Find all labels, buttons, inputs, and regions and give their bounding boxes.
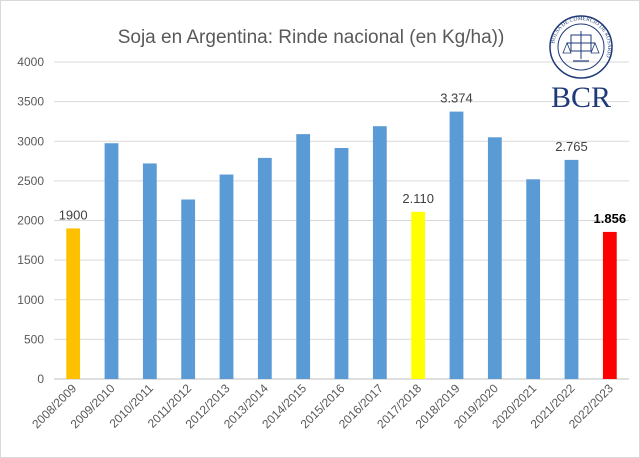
data-label: 1900: [59, 207, 88, 222]
y-axis-ticks: 0 500 1000 1500 2000 2500 3000 3500 4000: [17, 55, 44, 386]
bcr-logo-text: BCR: [551, 81, 611, 114]
bar: [526, 179, 541, 379]
y-tick-label: 500: [24, 332, 44, 346]
data-label: 1.856: [594, 211, 627, 226]
bar: [104, 143, 119, 379]
bar: [487, 137, 502, 379]
y-tick-label: 4000: [17, 55, 44, 69]
bar: [142, 163, 157, 379]
y-tick-label: 0: [37, 372, 44, 386]
bar: [564, 159, 579, 379]
data-label: 2.765: [555, 139, 588, 154]
bar: [66, 228, 81, 379]
y-tick-label: 3500: [17, 95, 44, 109]
bar: [296, 134, 311, 379]
bar: [602, 231, 617, 379]
bar: [219, 174, 234, 379]
x-axis-ticks: 2008/20092009/20102010/20112011/20122012…: [29, 381, 616, 431]
y-tick-label: 2500: [17, 174, 44, 188]
data-labels: 1900 2.110 3.374 2.765 1.856: [59, 91, 626, 226]
bcr-logo: BOLSA DE COMERCIO DE ROSARIO BCR: [549, 15, 613, 114]
y-tick-label: 1000: [17, 293, 44, 307]
bar: [372, 126, 387, 379]
bcr-seal-icon: BOLSA DE COMERCIO DE ROSARIO: [549, 15, 613, 79]
bar: [449, 111, 464, 379]
bars: [66, 111, 617, 379]
y-tick-label: 2000: [17, 214, 44, 228]
bar: [334, 147, 349, 379]
y-tick-label: 3000: [17, 134, 44, 148]
bar: [411, 211, 426, 379]
bar: [181, 199, 196, 379]
chart-title: Soja en Argentina: Rinde nacional (en Kg…: [118, 27, 505, 48]
data-label: 2.110: [402, 191, 434, 206]
y-tick-label: 1500: [17, 253, 44, 267]
data-label: 3.374: [440, 91, 473, 106]
bar: [257, 157, 272, 379]
